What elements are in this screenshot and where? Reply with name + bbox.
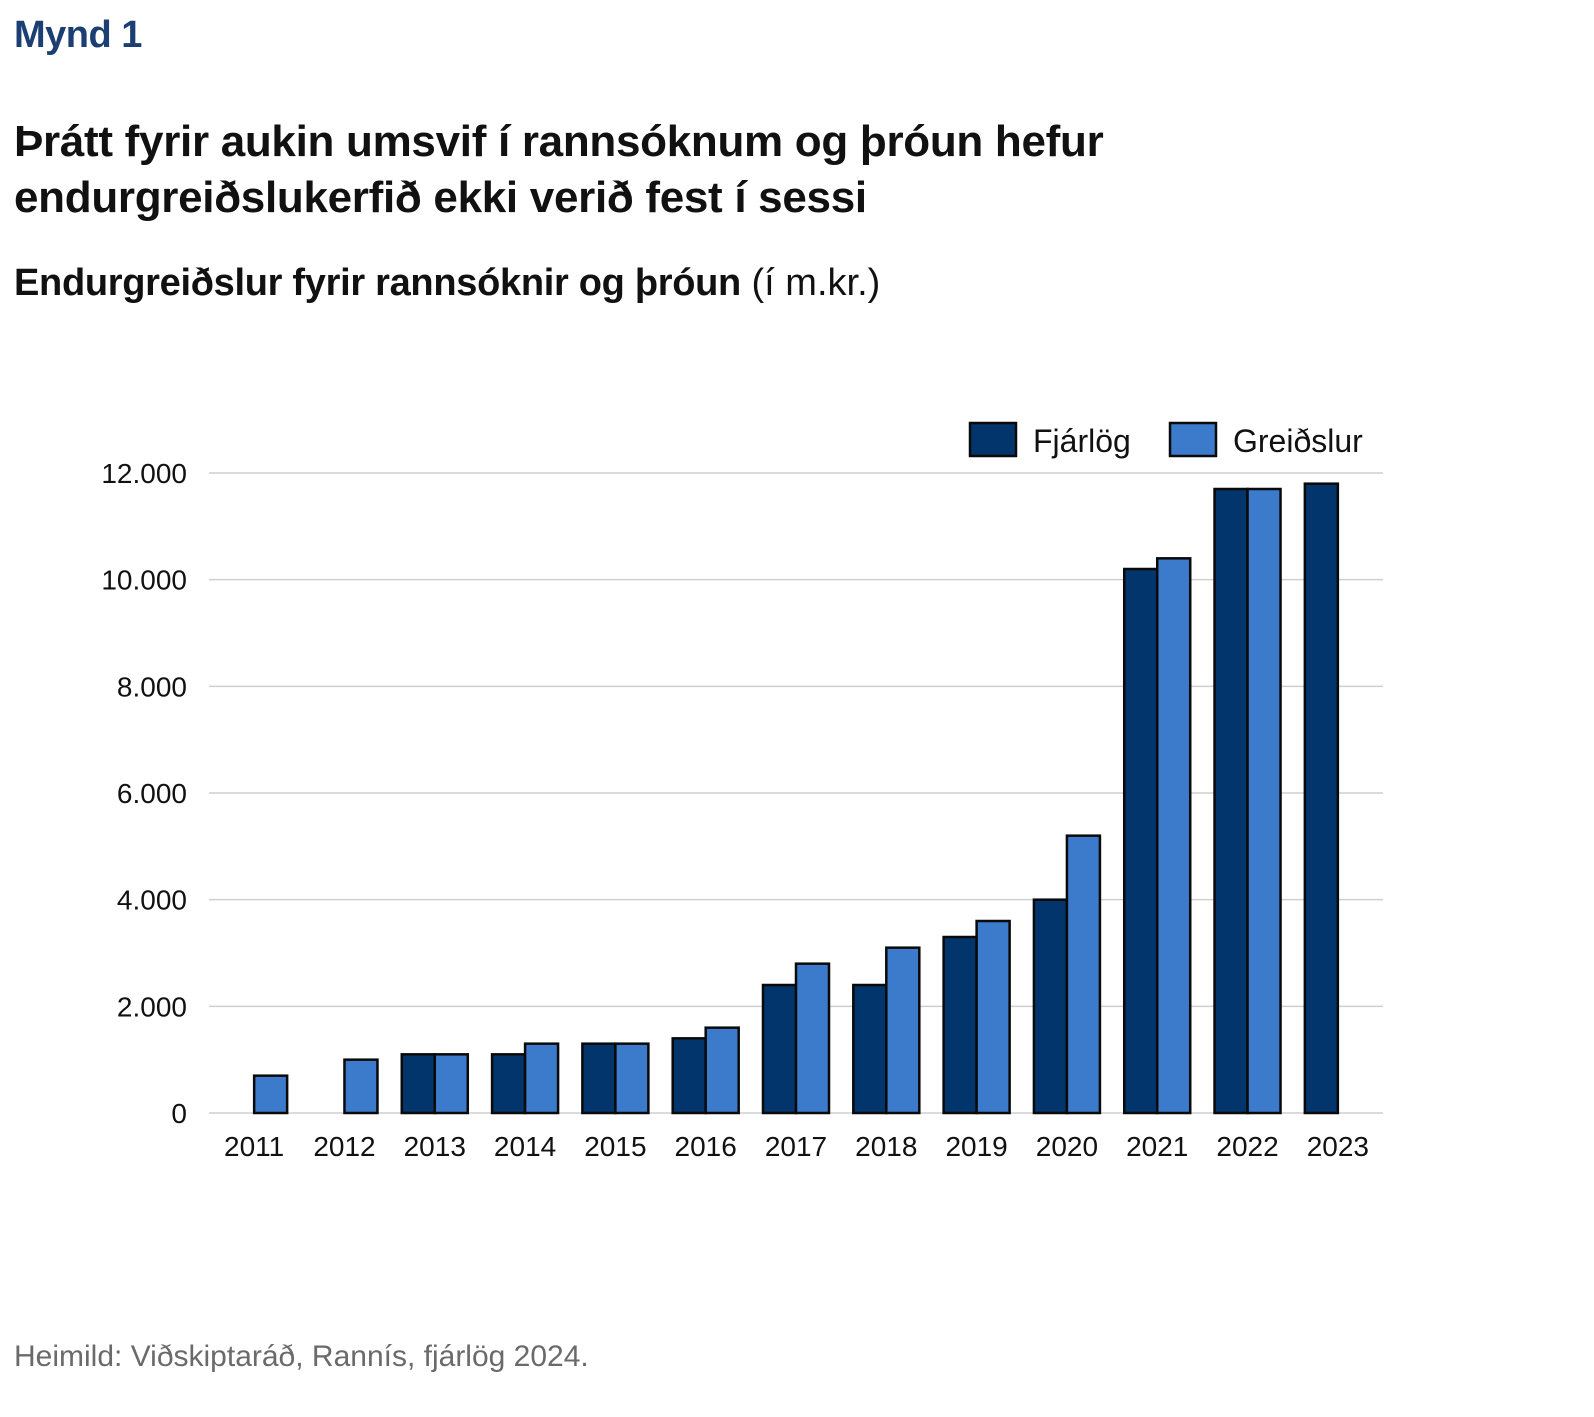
bar-fjarlog-2020	[1032, 898, 1069, 1115]
chart-subtitle: Endurgreiðslur fyrir rannsóknir og þróun…	[14, 262, 880, 305]
bar-greidslur-2022	[1246, 487, 1282, 1115]
legend-label: Fjárlög	[1033, 423, 1131, 459]
y-tick-label: 6.000	[117, 778, 187, 809]
x-tick-label: 2023	[1307, 1131, 1369, 1162]
bar-fjarlog-2023	[1303, 482, 1340, 1115]
y-tick-label: 10.000	[101, 565, 187, 596]
bar-greidslur-2016	[704, 1026, 740, 1115]
subtitle-unit: (í m.kr.)	[751, 262, 881, 304]
y-tick-label: 2.000	[117, 991, 187, 1022]
x-tick-label: 2021	[1126, 1131, 1188, 1162]
x-tick-label: 2016	[675, 1131, 737, 1162]
bar-fjarlog-2013	[400, 1053, 437, 1115]
bar-fjarlog-2016	[671, 1037, 707, 1115]
bar-greidslur-2012	[343, 1058, 379, 1115]
bar-greidslur-2017	[794, 962, 831, 1115]
bar-fjarlog-2018	[852, 983, 888, 1115]
bar-fjarlog-2021	[1122, 567, 1159, 1115]
chart-headline: Þrátt fyrir aukin umsvif í rannsóknum og…	[14, 117, 1104, 222]
y-tick-label: 8.000	[117, 671, 187, 702]
y-tick-label: 12.000	[101, 458, 187, 489]
x-tick-label: 2020	[1036, 1131, 1098, 1162]
bar-greidslur-2019	[975, 919, 1011, 1115]
x-tick-label: 2013	[404, 1131, 466, 1162]
bars	[252, 482, 1340, 1115]
bar-greidslur-2018	[885, 946, 921, 1115]
x-tick-label: 2018	[855, 1131, 917, 1162]
x-tick-label: 2014	[494, 1131, 556, 1162]
legend-swatch-fjarlog	[968, 421, 1018, 458]
bar-fjarlog-2017	[761, 983, 798, 1115]
x-tick-label: 2011	[224, 1131, 284, 1162]
bar-greidslur-2020	[1065, 834, 1102, 1115]
bar-fjarlog-2022	[1213, 487, 1249, 1115]
bar-greidslur-2021	[1155, 557, 1192, 1115]
y-tick-label: 4.000	[117, 885, 187, 916]
x-tick-label: 2017	[765, 1131, 827, 1162]
legend: Fjárlög Greiðslur	[968, 421, 1363, 459]
legend-label: Greiðslur	[1233, 423, 1363, 459]
x-tick-label: 2022	[1216, 1131, 1278, 1162]
y-tick-label: 0	[171, 1098, 187, 1129]
source-note: Heimild: Viðskiptaráð, Rannís, fjárlög 2…	[14, 1340, 589, 1373]
bar-greidslur-2015	[614, 1042, 650, 1115]
subtitle-main: Endurgreiðslur fyrir rannsóknir og þróun	[14, 262, 741, 304]
x-tick-label: 2012	[313, 1131, 375, 1162]
bar-fjarlog-2015	[581, 1042, 617, 1115]
bar-greidslur-2013	[433, 1053, 470, 1115]
y-axis: 0 2.000 4.000 6.000 8.000 10.000 12.000	[101, 458, 187, 1129]
bar-greidslur-2014	[523, 1042, 560, 1115]
bar-greidslur-2011	[252, 1074, 289, 1115]
bar-fjarlog-2019	[942, 935, 978, 1115]
legend-swatch-greidslur	[1168, 421, 1218, 458]
figure-label: Mynd 1	[14, 14, 142, 56]
x-tick-label: 2019	[945, 1131, 1007, 1162]
bar-fjarlog-2014	[490, 1053, 527, 1115]
x-tick-label: 2015	[584, 1131, 646, 1162]
x-axis: 2011 2012 2013 2014 2015 2016 2017 2018 2019 2020…	[224, 1131, 1369, 1162]
